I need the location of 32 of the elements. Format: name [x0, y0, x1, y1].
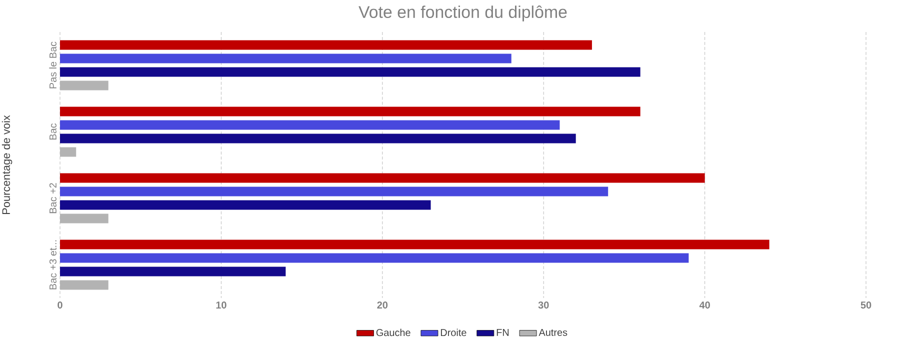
bar — [60, 240, 770, 250]
legend-label: Droite — [440, 328, 466, 336]
bar — [60, 214, 108, 224]
bar — [60, 253, 689, 263]
y-tick-label: Pas le Bac — [49, 42, 56, 88]
bar — [60, 40, 592, 50]
y-axis-title: Pourcentage de voix — [2, 115, 12, 214]
bar — [60, 200, 431, 210]
bar — [60, 266, 286, 276]
bar — [60, 80, 108, 90]
legend-label: Autres — [538, 328, 568, 336]
bar — [60, 120, 560, 130]
legend-label: Gauche — [376, 328, 410, 336]
bar — [60, 186, 608, 196]
bar — [60, 280, 108, 290]
legend-label: FN — [496, 328, 509, 336]
y-tick-label: Bac +2 — [49, 183, 56, 214]
x-tick-label: 20 — [377, 302, 388, 309]
x-tick-label: 0 — [58, 302, 62, 309]
bar — [60, 134, 576, 144]
bar — [60, 147, 76, 157]
bar — [60, 67, 640, 77]
x-tick-label: 40 — [699, 302, 710, 309]
bar — [60, 173, 705, 183]
bar — [60, 54, 512, 64]
x-tick-label: 30 — [538, 302, 549, 309]
y-tick-label: Bac +3 et... — [49, 240, 56, 290]
x-tick-label: 10 — [216, 302, 226, 309]
y-tick-label: Bac — [50, 123, 56, 140]
bar — [60, 106, 640, 116]
chart-title: Vote en fonction du diplôme — [358, 6, 567, 22]
x-tick-label: 50 — [860, 302, 872, 309]
